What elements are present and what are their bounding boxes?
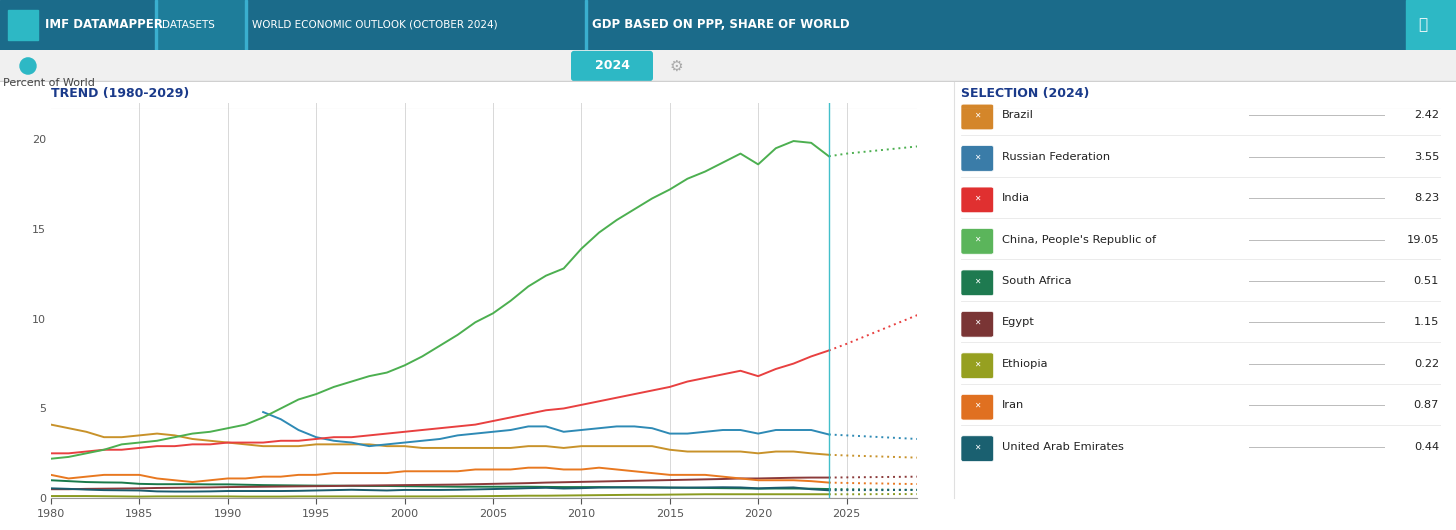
FancyBboxPatch shape (961, 312, 993, 337)
Bar (1406, 0, 1456, 50)
Text: India: India (1002, 193, 1029, 203)
FancyBboxPatch shape (961, 146, 993, 171)
Text: Egypt: Egypt (1002, 317, 1035, 328)
Text: Iran: Iran (1002, 400, 1024, 410)
Circle shape (20, 58, 36, 74)
Bar (585, 0, 587, 50)
Text: ✕: ✕ (974, 152, 980, 161)
Bar (154, 0, 157, 50)
Text: 0.22: 0.22 (1414, 359, 1439, 369)
FancyBboxPatch shape (961, 353, 993, 378)
Text: DATASETS: DATASETS (162, 20, 215, 30)
FancyBboxPatch shape (961, 187, 993, 213)
Text: WORLD ECONOMIC OUTLOOK (OCTOBER 2024): WORLD ECONOMIC OUTLOOK (OCTOBER 2024) (252, 20, 498, 30)
FancyBboxPatch shape (961, 228, 993, 254)
Text: IMF DATAMAPPER: IMF DATAMAPPER (45, 19, 163, 31)
Text: ✕: ✕ (974, 401, 980, 410)
FancyBboxPatch shape (961, 436, 993, 462)
Bar (157, 0, 245, 50)
Text: South Africa: South Africa (1002, 276, 1072, 286)
Text: Percent of World: Percent of World (3, 77, 95, 87)
FancyBboxPatch shape (571, 51, 652, 81)
Text: 1.15: 1.15 (1414, 317, 1439, 328)
Text: 19.05: 19.05 (1406, 235, 1439, 244)
Text: Ethiopia: Ethiopia (1002, 359, 1048, 369)
Text: ✕: ✕ (974, 359, 980, 368)
Text: ✕: ✕ (974, 111, 980, 120)
Text: 8.23: 8.23 (1414, 193, 1439, 203)
FancyBboxPatch shape (961, 270, 993, 296)
Text: 2.42: 2.42 (1414, 110, 1439, 120)
FancyBboxPatch shape (961, 104, 993, 130)
Text: ✕: ✕ (974, 318, 980, 327)
Text: ⚙: ⚙ (670, 58, 684, 74)
Bar (245, 0, 248, 50)
Text: Brazil: Brazil (1002, 110, 1034, 120)
Bar (7, 10, 38, 40)
Text: Russian Federation: Russian Federation (1002, 152, 1109, 162)
Text: TREND (1980-2029): TREND (1980-2029) (51, 87, 189, 101)
Text: 3.55: 3.55 (1414, 152, 1439, 162)
Bar (0, 81, 1456, 82)
Text: 0.51: 0.51 (1414, 276, 1439, 286)
Text: China, People's Republic of: China, People's Republic of (1002, 235, 1156, 244)
Text: SELECTION (2024): SELECTION (2024) (961, 87, 1089, 101)
Text: United Arab Emirates: United Arab Emirates (1002, 442, 1124, 452)
Text: ✕: ✕ (974, 443, 980, 452)
Text: 0.44: 0.44 (1414, 442, 1439, 452)
Text: 🔍: 🔍 (1418, 17, 1427, 32)
Text: ✕: ✕ (974, 235, 980, 244)
Text: GDP BASED ON PPP, SHARE OF WORLD: GDP BASED ON PPP, SHARE OF WORLD (593, 19, 850, 31)
Text: ✕: ✕ (974, 277, 980, 286)
Text: 2024: 2024 (594, 59, 629, 73)
Text: ✕: ✕ (974, 193, 980, 202)
FancyBboxPatch shape (961, 394, 993, 420)
Text: 0.87: 0.87 (1414, 400, 1439, 410)
